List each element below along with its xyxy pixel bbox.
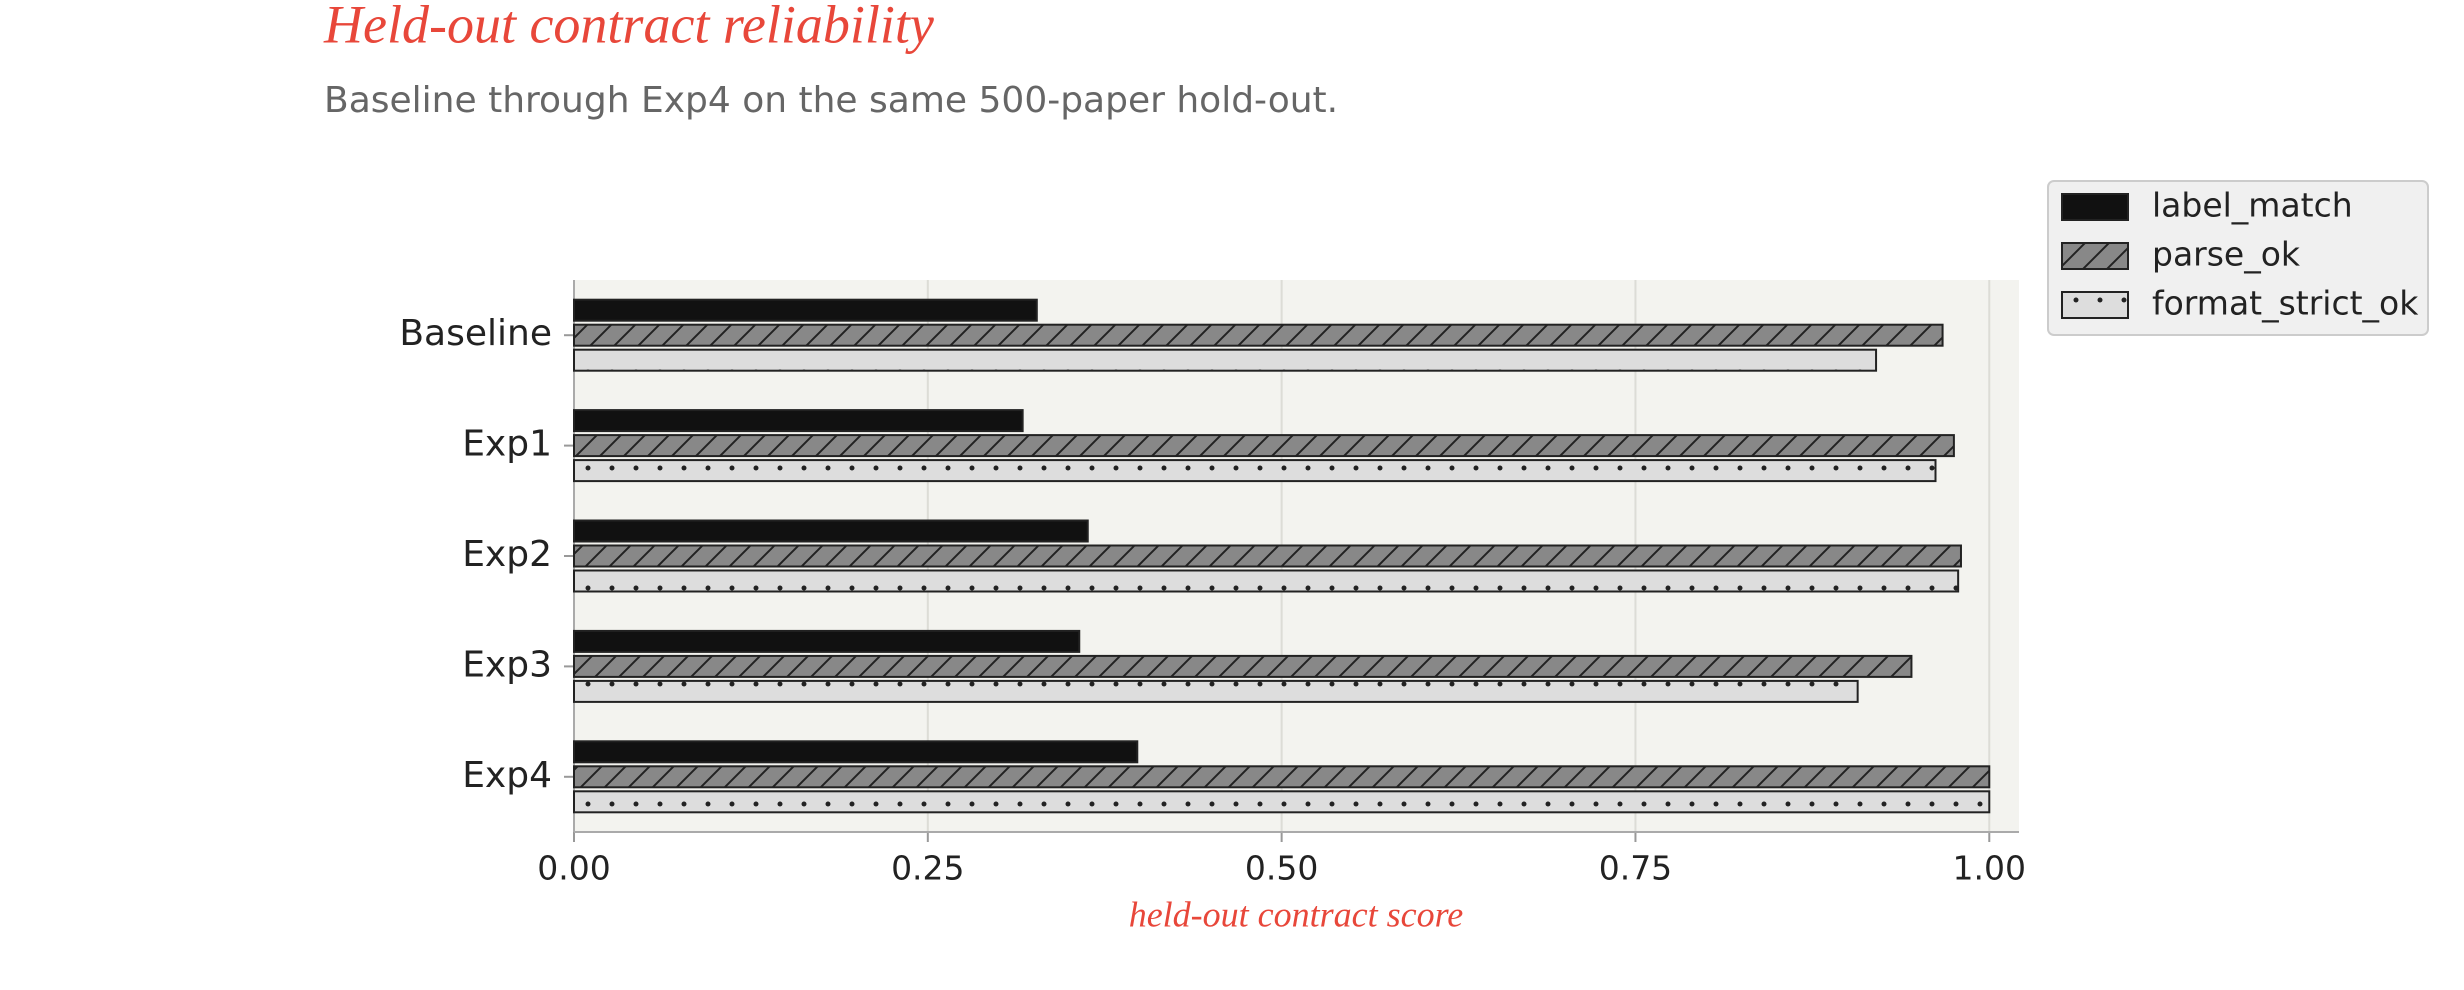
legend-label: parse_ok [2152,235,2301,274]
bar [573,569,1960,593]
bar [573,679,1859,703]
bar [573,348,1878,372]
legend [2047,180,2429,336]
bar [573,765,1991,789]
y-tick-label: Exp4 [462,755,552,796]
bar [573,323,1944,347]
legend-swatch [2061,291,2129,319]
bar [573,629,1081,653]
x-tick-label: 0.75 [1599,849,1672,888]
bar [573,790,1991,814]
y-tick-label: Exp2 [462,534,552,575]
bar [573,459,1937,483]
x-tick-label: 0.00 [537,849,610,888]
bar [573,434,1955,458]
bar [573,519,1089,543]
legend-swatch [2061,193,2129,221]
bar [573,409,1024,433]
chart-title: Held-out contract reliability [323,0,934,54]
x-axis-label: held-out contract score [1129,894,1464,934]
bar [573,740,1139,764]
y-tick-label: Baseline [399,313,552,354]
x-tick-label: 0.50 [1245,849,1318,888]
y-tick-label: Exp3 [462,644,552,685]
x-tick-label: 0.25 [891,849,964,888]
x-tick-label: 1.00 [1953,849,2026,888]
legend-label: label_match [2152,186,2353,225]
chart-subtitle: Baseline through Exp4 on the same 500-pa… [324,80,1338,121]
bar [573,544,1962,568]
legend-swatch [2061,242,2129,270]
y-tick-label: Exp1 [462,424,552,465]
legend-label: format_strict_ok [2152,284,2419,323]
bar [573,298,1038,322]
bar [573,654,1913,678]
